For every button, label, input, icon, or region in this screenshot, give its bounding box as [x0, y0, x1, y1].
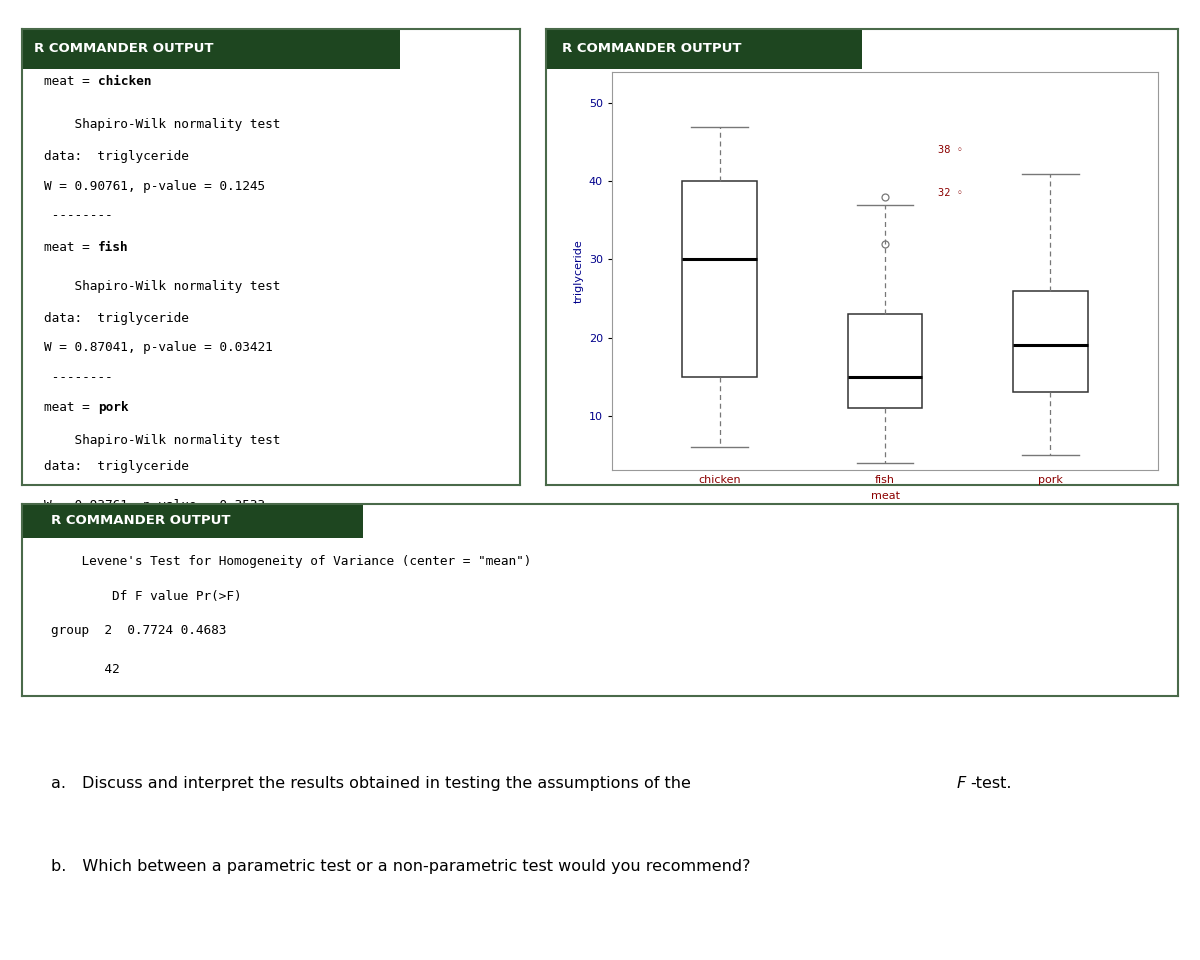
- Text: group  2  0.7724 0.4683: group 2 0.7724 0.4683: [50, 624, 226, 637]
- Text: b. Which between a parametric test or a non-parametric test would you recommend?: b. Which between a parametric test or a …: [50, 859, 750, 875]
- Text: Shapiro-Wilk normality test: Shapiro-Wilk normality test: [44, 280, 281, 293]
- Text: chicken: chicken: [98, 75, 151, 87]
- Text: Shapiro-Wilk normality test: Shapiro-Wilk normality test: [44, 434, 281, 446]
- Text: R COMMANDER OUTPUT: R COMMANDER OUTPUT: [34, 42, 214, 56]
- Text: 32 ◦: 32 ◦: [938, 188, 962, 198]
- Text: Shapiro-Wilk normality test: Shapiro-Wilk normality test: [44, 118, 281, 132]
- Text: R COMMANDER OUTPUT: R COMMANDER OUTPUT: [562, 42, 742, 56]
- Text: W = 0.87041, p-value = 0.03421: W = 0.87041, p-value = 0.03421: [44, 342, 272, 354]
- Bar: [683, 181, 757, 376]
- Text: meat =: meat =: [44, 400, 97, 414]
- Text: meat =: meat =: [44, 241, 97, 254]
- Text: W = 0.93761, p-value = 0.3533: W = 0.93761, p-value = 0.3533: [44, 499, 265, 512]
- Text: 42: 42: [50, 662, 119, 676]
- Text: meat =: meat =: [44, 75, 97, 87]
- Text: -test.: -test.: [970, 777, 1012, 791]
- Text: pork: pork: [98, 400, 128, 414]
- Text: Df F value Pr(>F): Df F value Pr(>F): [50, 589, 241, 603]
- FancyBboxPatch shape: [22, 29, 400, 69]
- Bar: [847, 314, 923, 408]
- Text: Levene's Test for Homogeneity of Variance (center = "mean"): Levene's Test for Homogeneity of Varianc…: [50, 555, 530, 568]
- Y-axis label: triglyceride: triglyceride: [574, 239, 583, 303]
- Text: data:  triglyceride: data: triglyceride: [44, 460, 188, 473]
- Text: R COMMANDER OUTPUT: R COMMANDER OUTPUT: [50, 515, 230, 527]
- X-axis label: meat: meat: [870, 491, 900, 501]
- Text: F: F: [956, 777, 966, 791]
- Text: fish: fish: [98, 241, 128, 254]
- FancyBboxPatch shape: [22, 504, 362, 538]
- Text: W = 0.90761, p-value = 0.1245: W = 0.90761, p-value = 0.1245: [44, 180, 265, 193]
- Bar: [1013, 291, 1087, 393]
- Text: data:  triglyceride: data: triglyceride: [44, 150, 188, 163]
- Text: --------: --------: [44, 209, 113, 223]
- Text: --------: --------: [44, 372, 113, 384]
- Text: 38 ◦: 38 ◦: [938, 145, 962, 156]
- Text: a. Discuss and interpret the results obtained in testing the assumptions of the: a. Discuss and interpret the results obt…: [50, 777, 696, 791]
- Text: data:  triglyceride: data: triglyceride: [44, 312, 188, 324]
- FancyBboxPatch shape: [546, 29, 863, 69]
